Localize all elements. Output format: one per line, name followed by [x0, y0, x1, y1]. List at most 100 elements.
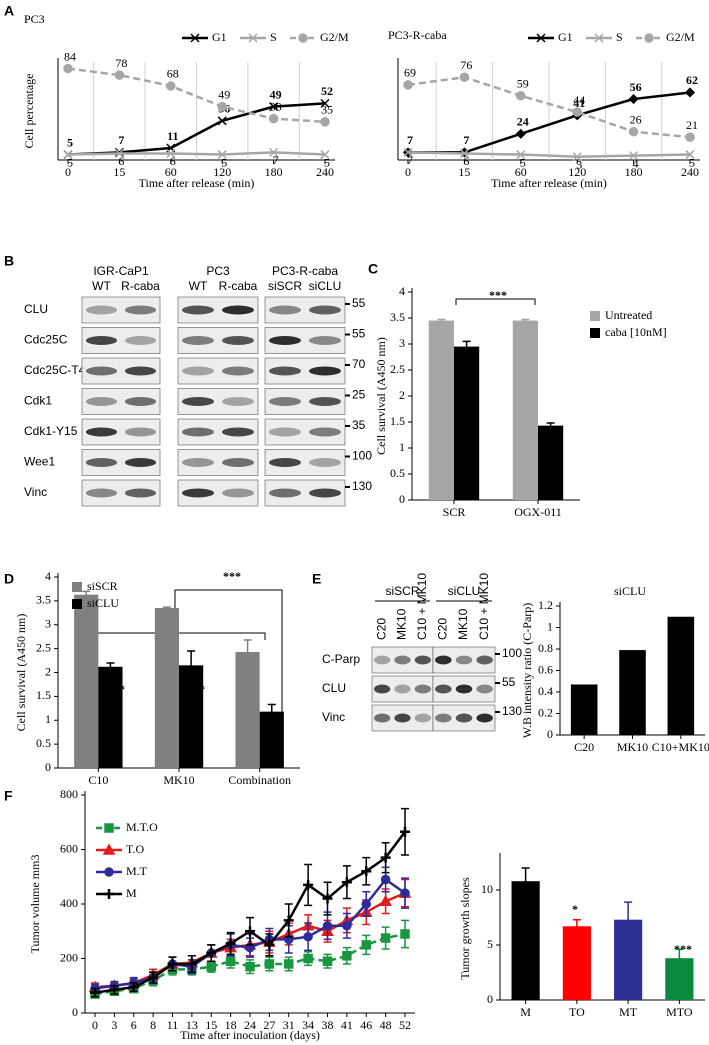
marker	[167, 958, 178, 969]
marker	[217, 150, 227, 160]
blot-band	[85, 397, 118, 406]
lane-label: MK10	[456, 608, 470, 640]
marker	[269, 102, 279, 112]
blot-band	[182, 336, 214, 345]
error-bar	[187, 650, 196, 681]
data-label: 49	[270, 87, 282, 101]
x-axis-label: Time after release (min)	[491, 176, 607, 190]
marker	[380, 852, 391, 863]
y-tick-label: 600	[60, 841, 78, 855]
x-tick-label: 15	[458, 165, 470, 179]
line	[67, 151, 326, 156]
line	[407, 75, 691, 139]
line	[94, 932, 406, 996]
marker	[516, 91, 526, 101]
marker	[403, 80, 413, 90]
blot-band	[269, 397, 301, 406]
panel-label: F	[4, 788, 13, 804]
error-bar	[675, 948, 684, 968]
error-bar	[162, 606, 171, 610]
marker	[400, 826, 410, 837]
blot-band	[85, 458, 118, 467]
marker	[217, 116, 227, 126]
x-tick-label: 0	[405, 165, 411, 179]
marker	[322, 956, 333, 966]
lane-label: C10 + MK10	[415, 573, 429, 640]
marker	[90, 987, 100, 998]
marker	[361, 899, 371, 909]
legend-marker	[644, 33, 654, 43]
blot-band	[476, 684, 493, 694]
marker	[303, 953, 313, 964]
marker	[684, 87, 696, 98]
marker	[128, 982, 139, 993]
x-tick-label: M	[520, 1005, 531, 1019]
y-tick-label: 4	[45, 569, 51, 583]
chart-title: PC3	[24, 12, 45, 26]
x-tick-label: 60	[515, 165, 527, 179]
blot-band	[309, 366, 341, 376]
error-bar	[546, 422, 555, 429]
marker	[284, 959, 294, 969]
row-label: CLU	[322, 681, 346, 695]
blot-band	[124, 366, 157, 376]
blot-band	[309, 427, 341, 437]
panel-label: A	[4, 3, 14, 19]
line	[407, 151, 691, 158]
data-label: 6	[118, 154, 124, 168]
marker	[685, 150, 695, 160]
marker	[628, 126, 639, 137]
blot-band	[269, 336, 301, 345]
lane-label: C20	[374, 618, 388, 640]
blot-band	[269, 366, 301, 376]
x-tick-label: 3	[111, 1018, 117, 1032]
y-tick-label: 2.5	[36, 640, 51, 654]
y-tick-label: 0.5	[36, 736, 51, 750]
x-tick-label: MK10	[163, 773, 194, 787]
marker	[245, 926, 255, 937]
blot-band	[182, 305, 214, 315]
lane-label: siCLU	[309, 279, 342, 293]
x-axis-label: Time after release (min)	[139, 176, 255, 190]
blot-band	[124, 305, 157, 315]
bar	[562, 926, 591, 1000]
blot-band	[182, 427, 214, 437]
blot-band	[455, 655, 473, 665]
y-tick-label: 10	[481, 882, 493, 896]
x-tick-label: C10	[88, 773, 108, 787]
blot-band	[374, 655, 391, 665]
bar	[619, 650, 646, 735]
legend-label: S	[616, 30, 623, 44]
marker	[341, 877, 352, 888]
lane-label: WT	[92, 279, 111, 293]
blot-band	[182, 397, 214, 406]
group-label: siCLU	[448, 584, 481, 598]
blot-band	[476, 655, 493, 665]
marker	[217, 101, 227, 112]
blot-band	[309, 458, 341, 467]
legend-label: caba [10nM]	[605, 325, 667, 339]
lane-label: siSCR	[268, 279, 302, 293]
legend-label: M.T.O	[126, 820, 158, 834]
data-label: 24	[517, 115, 529, 129]
bar	[511, 881, 540, 1000]
marker	[63, 150, 73, 160]
marker	[269, 147, 279, 157]
marker	[361, 866, 372, 877]
legend-swatch	[72, 582, 82, 592]
x-tick-label: 0	[65, 165, 71, 179]
marker	[459, 148, 469, 158]
error-bar	[521, 867, 530, 896]
y-tick-label: 1	[45, 712, 51, 726]
blot-band	[124, 427, 157, 437]
marker	[403, 147, 413, 157]
marker	[342, 951, 352, 961]
marker	[320, 150, 330, 160]
x-tick-label: MTO	[666, 1005, 693, 1019]
marker	[322, 921, 333, 931]
blot-band	[85, 305, 118, 315]
data-label: 6	[463, 154, 469, 168]
legend-marker	[104, 889, 114, 899]
x-tick-label: 240	[316, 165, 334, 179]
